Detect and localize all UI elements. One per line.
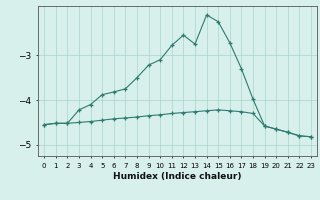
X-axis label: Humidex (Indice chaleur): Humidex (Indice chaleur) — [113, 172, 242, 181]
